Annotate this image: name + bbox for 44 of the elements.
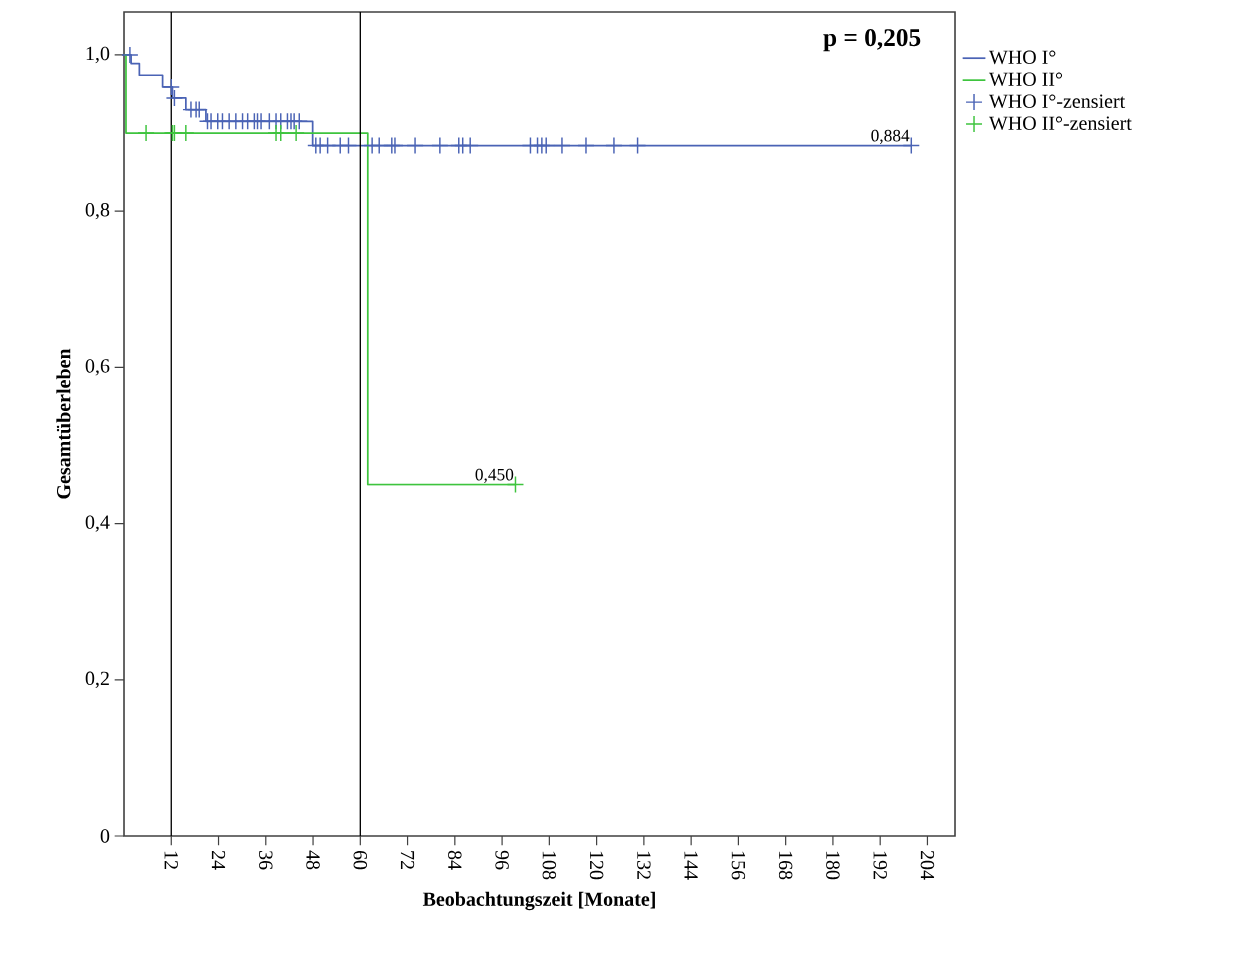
x-tick-label: 48 [306, 850, 320, 870]
x-tick-label: 60 [353, 850, 368, 870]
point [165, 89, 184, 107]
y-tick-label: 0,6 [85, 359, 110, 376]
y-axis-title: Gesamtüberleben [56, 348, 71, 499]
x-tick-label: 96 [495, 850, 509, 870]
x-tick-label: 132 [637, 851, 651, 879]
point [431, 136, 449, 155]
annotation: 0,450 [475, 468, 514, 483]
x-tick-label: 180 [826, 851, 840, 880]
annotation: p = 0,205 [823, 29, 921, 52]
x-tick-label: 108 [542, 851, 557, 880]
legend-label: WHO I°-zensiert [988, 94, 1126, 109]
x-tick-label: 36 [259, 850, 273, 870]
y-tick-label: 0,4 [85, 515, 110, 532]
y-tick-label: 0,2 [85, 671, 109, 688]
point [406, 136, 424, 155]
x-tick-label: 72 [400, 851, 415, 869]
x-tick-label: 84 [448, 850, 462, 870]
point [605, 136, 623, 155]
x-tick-label: 192 [873, 851, 887, 879]
point [162, 78, 181, 96]
point [577, 136, 595, 155]
x-tick-label: 144 [684, 851, 698, 880]
legend-label: WHO I° [988, 50, 1056, 65]
annotation: 0,884 [871, 129, 910, 144]
y-tick-label: 0,8 [85, 202, 110, 220]
point [339, 136, 358, 155]
y-tick-label: 0 [100, 829, 110, 843]
point [628, 136, 647, 155]
y-tick-label: 1,0 [86, 46, 110, 64]
x-tick-label: 12 [164, 851, 178, 869]
point [553, 136, 571, 155]
legend-label: WHO II°-zensiert [988, 116, 1132, 131]
point [290, 112, 309, 131]
point [537, 136, 555, 155]
x-tick-label: 24 [211, 850, 226, 870]
x-tick-label: 168 [778, 851, 793, 880]
x-tick-label: 156 [731, 851, 746, 880]
x-tick-label: 120 [589, 851, 604, 880]
x-tick-label: 204 [920, 850, 935, 880]
legend-label: WHO II° [988, 72, 1063, 87]
x-axis-title: Beobachtungszeit [Monate] [422, 891, 655, 911]
point [461, 136, 479, 155]
